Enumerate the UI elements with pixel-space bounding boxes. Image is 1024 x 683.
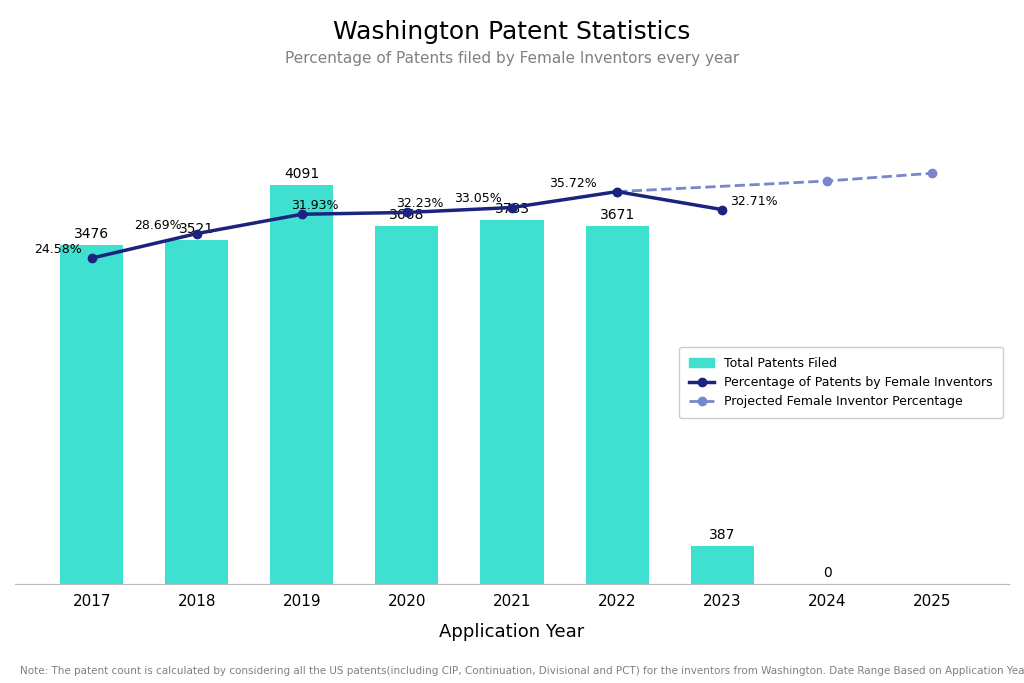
Text: 3733: 3733 bbox=[495, 201, 529, 216]
Text: 35.72%: 35.72% bbox=[549, 177, 597, 190]
Text: 3521: 3521 bbox=[179, 223, 214, 236]
Text: 32.71%: 32.71% bbox=[730, 195, 778, 208]
Text: Washington Patent Statistics: Washington Patent Statistics bbox=[334, 20, 690, 44]
Bar bbox=[165, 240, 228, 584]
Text: 4091: 4091 bbox=[285, 167, 319, 181]
Text: 31.93%: 31.93% bbox=[292, 199, 339, 212]
Bar bbox=[690, 546, 754, 584]
Bar bbox=[60, 245, 123, 584]
X-axis label: Application Year: Application Year bbox=[439, 623, 585, 641]
Bar bbox=[270, 184, 334, 584]
Text: 387: 387 bbox=[709, 529, 735, 542]
Text: 33.05%: 33.05% bbox=[455, 192, 502, 205]
Text: Percentage of Patents filed by Female Inventors every year: Percentage of Patents filed by Female In… bbox=[285, 51, 739, 66]
Text: 3668: 3668 bbox=[389, 208, 425, 222]
Bar bbox=[586, 225, 648, 584]
Text: 3476: 3476 bbox=[74, 227, 110, 241]
Bar bbox=[480, 220, 544, 584]
Text: 28.69%: 28.69% bbox=[134, 219, 181, 232]
Text: 0: 0 bbox=[823, 566, 831, 580]
Text: Note: The patent count is calculated by considering all the US patents(including: Note: The patent count is calculated by … bbox=[20, 666, 1024, 676]
Text: 24.58%: 24.58% bbox=[34, 243, 82, 256]
Legend: Total Patents Filed, Percentage of Patents by Female Inventors, Projected Female: Total Patents Filed, Percentage of Paten… bbox=[679, 347, 1002, 418]
Text: 32.23%: 32.23% bbox=[396, 197, 444, 210]
Text: 3671: 3671 bbox=[599, 208, 635, 222]
Bar bbox=[376, 226, 438, 584]
